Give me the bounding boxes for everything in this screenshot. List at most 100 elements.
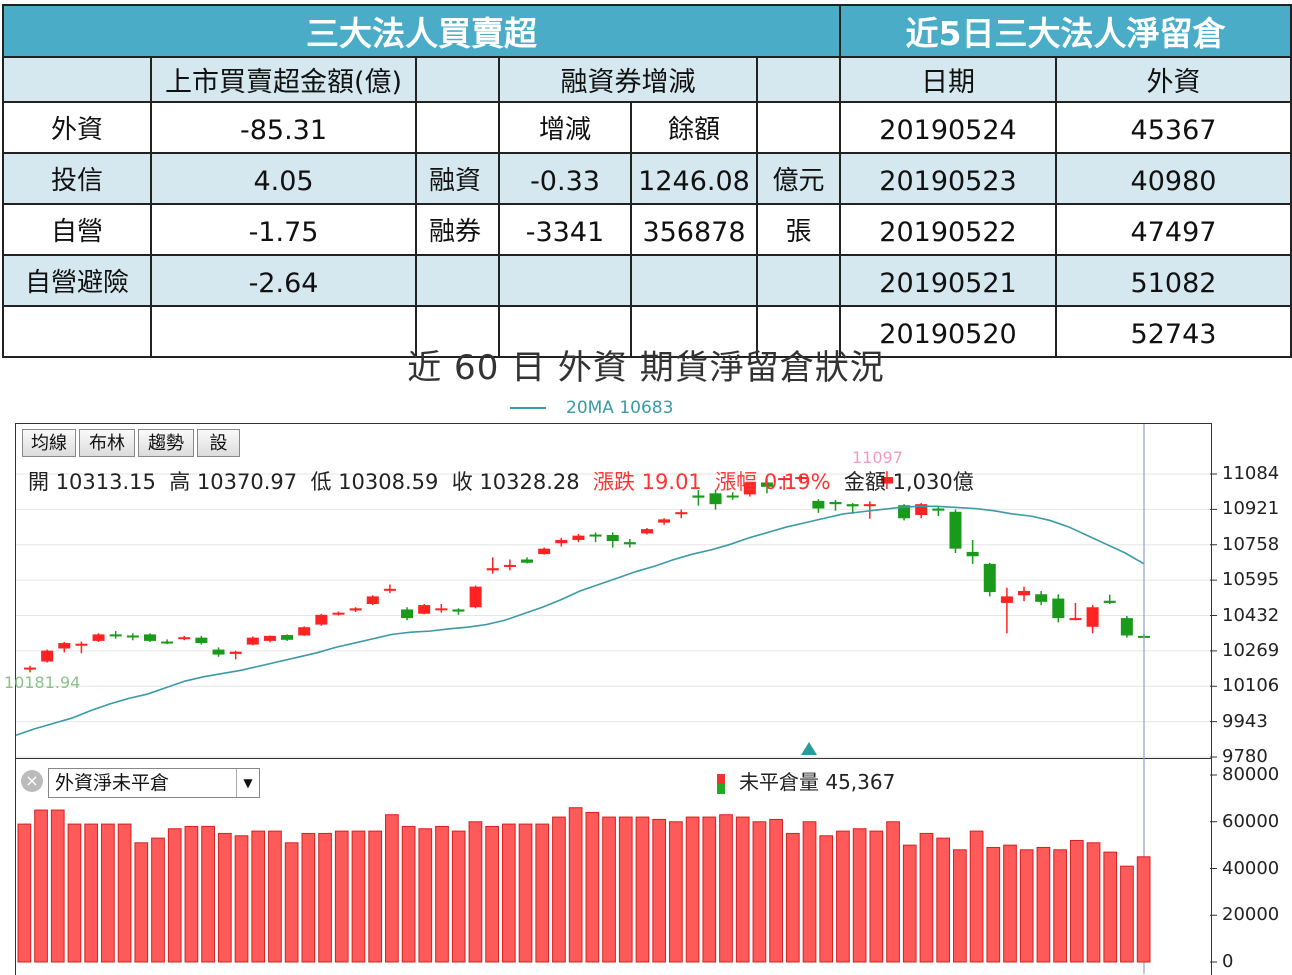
volume-bar (50, 809, 65, 963)
candle-body (1086, 607, 1099, 627)
candle-body (229, 651, 242, 654)
row-name: 投信 (2, 152, 152, 205)
volume-bar (401, 825, 416, 963)
foreign-cell: 52743 (1055, 305, 1292, 358)
margin-balance: 1246.08 (630, 152, 758, 205)
volume-bar (1103, 851, 1118, 963)
ma20-line (15, 505, 1145, 737)
volume-bar (869, 830, 884, 963)
row-name: 外資 (2, 101, 152, 154)
high-value: 10370.97 (196, 470, 298, 494)
volume-bar (117, 823, 132, 963)
volume-bar (451, 830, 466, 963)
toolbar-ma-button[interactable]: 均線 (22, 429, 76, 457)
margin-balance: 餘額 (630, 101, 758, 154)
volume-bar (602, 816, 616, 963)
table-row: 自營避險 -2.64 (2, 254, 842, 307)
volume-bar (1086, 842, 1101, 963)
candle-body (589, 534, 602, 537)
volume-tick-label: 0 (1222, 951, 1234, 972)
foreign-cell: 45367 (1055, 101, 1292, 154)
candle-body (623, 542, 636, 545)
candle-body (246, 637, 259, 645)
volume-bar (969, 830, 984, 963)
volume-bar (318, 832, 332, 963)
candle-body (675, 512, 688, 515)
volume-bar (1120, 865, 1134, 963)
toolbar-bollinger-button[interactable]: 布林 (79, 429, 135, 457)
empty-header-cell (755, 56, 842, 103)
volume-bar (819, 835, 834, 963)
volume-bar (1053, 849, 1067, 963)
candle-body (92, 634, 105, 641)
foreign-cell: 40980 (1055, 152, 1292, 205)
candle-body (1000, 596, 1013, 603)
net-open-interest-table: 近5日三大法人淨留倉 日期 外資 20190524 45367 20190523 40… (839, 4, 1292, 358)
candle-body (726, 495, 739, 498)
amount-cell (150, 305, 417, 358)
table-row (2, 305, 842, 358)
amount-cell: 4.05 (150, 152, 417, 205)
margin-label: 融資 (415, 152, 500, 205)
volume-bar (752, 821, 767, 963)
empty-header-cell (2, 56, 152, 103)
col-header-date: 日期 (839, 56, 1057, 103)
table-row: 20190520 52743 (839, 305, 1292, 358)
price-tick-label: 10595 (1222, 569, 1280, 591)
volume-bar (201, 825, 215, 963)
volume-bar (618, 816, 633, 963)
table-row: 外資 -85.31 增減 餘額 (2, 101, 842, 154)
chevron-down-icon[interactable]: ▼ (236, 769, 259, 797)
volume-bar (719, 814, 733, 963)
margin-unit (755, 254, 842, 307)
margin-change: -0.33 (498, 152, 632, 205)
candle-body (1103, 600, 1116, 603)
candle-body (435, 608, 448, 611)
margin-change (498, 254, 632, 307)
volume-tick-label: 40000 (1222, 857, 1280, 879)
candle-body (212, 649, 225, 655)
volume-bar (385, 814, 399, 963)
indicator-select[interactable]: 外資淨未平倉 ▼ (48, 768, 260, 798)
amount-cell: -2.64 (150, 254, 417, 307)
volume-bar (101, 823, 115, 963)
toolbar-trend-button[interactable]: 趨勢 (138, 429, 194, 457)
price-chart-panel[interactable] (15, 423, 1212, 760)
margin-balance (630, 305, 758, 358)
table-row: 投信 4.05 融資 -0.33 1246.08 億元 (2, 152, 842, 205)
candle-body (126, 635, 139, 638)
ma-legend-swatch (510, 407, 546, 409)
candle-body (41, 650, 54, 662)
volume-bar (986, 846, 1001, 963)
candle-body (1035, 594, 1048, 602)
margin-unit: 億元 (755, 152, 842, 205)
candle-body (366, 596, 379, 604)
candle-body (778, 478, 791, 481)
volume-bar (568, 807, 583, 963)
amount-cell: -85.31 (150, 101, 417, 154)
candle-body (418, 605, 431, 614)
volume-bar (184, 825, 199, 963)
volume-bar (34, 809, 48, 963)
volume-bar (1019, 849, 1034, 963)
candle-body (469, 586, 482, 608)
toolbar-settings-button[interactable]: 設 (197, 429, 240, 457)
volume-bar (501, 823, 516, 963)
volume-bar (685, 816, 700, 963)
price-tick-label: 11084 (1222, 463, 1280, 484)
margin-balance (630, 254, 758, 307)
margin-balance: 356878 (630, 203, 758, 256)
candle-body (195, 637, 208, 644)
volume-bar (234, 835, 249, 963)
close-icon[interactable]: × (21, 770, 43, 792)
foreign-cell: 51082 (1055, 254, 1292, 307)
candle-body (795, 477, 808, 480)
date-cell: 20190524 (839, 101, 1057, 154)
candle-body (383, 588, 396, 591)
candle-body (880, 477, 893, 484)
ma-legend: 20MA 10683 (510, 398, 673, 418)
volume-bar (1036, 846, 1051, 963)
volume-bar (585, 811, 600, 963)
high-label: 高 (169, 470, 191, 494)
volume-bar (485, 825, 499, 963)
